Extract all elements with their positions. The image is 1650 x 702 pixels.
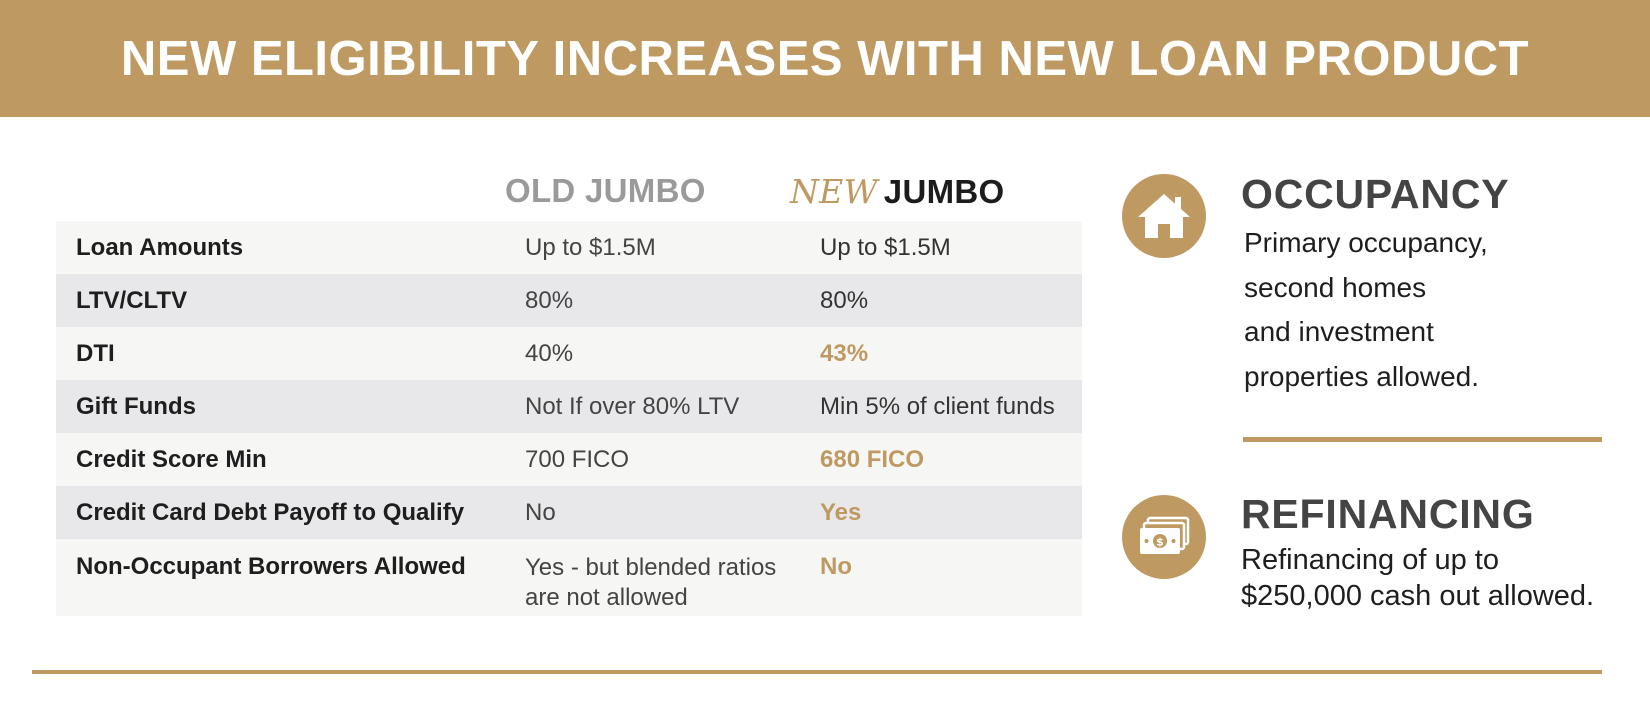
occupancy-line: and investment (1244, 316, 1434, 347)
row-label: Credit Card Debt Payoff to Qualify (76, 498, 465, 526)
old-value: 700 FICO (525, 445, 630, 473)
new-word: NEW (790, 172, 878, 211)
refinancing-line: $250,000 cash out allowed. (1241, 580, 1595, 612)
new-jumbo-column-header: NEW JUMBO (790, 172, 1004, 211)
page-title: NEW ELIGIBILITY INCREASES WITH NEW LOAN … (120, 31, 1530, 86)
new-value-highlight: No (820, 553, 852, 580)
section-divider (1243, 437, 1602, 442)
old-value: Yes - but blended ratios are not allowed (525, 553, 820, 613)
row-label: LTV/CLTV (76, 286, 188, 314)
old-jumbo-column-header: OLD JUMBO (505, 172, 706, 209)
table-row: Gift Funds Not If over 80% LTV Min 5% of… (56, 380, 1082, 433)
comparison-table: Loan Amounts Up to $1.5M Up to $1.5M LTV… (56, 221, 1082, 616)
table-row: Credit Card Debt Payoff to Qualify No Ye… (56, 486, 1082, 539)
house-icon (1122, 174, 1206, 258)
row-label: Non-Occupant Borrowers Allowed (76, 553, 466, 580)
row-label: DTI (76, 339, 115, 367)
new-value-highlight: 43% (820, 339, 869, 367)
old-value: No (525, 498, 556, 526)
old-value: 80% (525, 286, 574, 314)
svg-text:$: $ (1156, 536, 1164, 549)
title-banner: NEW ELIGIBILITY INCREASES WITH NEW LOAN … (0, 0, 1650, 117)
refinancing-line: Refinancing of up to (1241, 544, 1499, 576)
row-label: Credit Score Min (76, 445, 267, 473)
row-label: Gift Funds (76, 392, 196, 420)
table-row: LTV/CLTV 80% 80% (56, 274, 1082, 327)
table-row: Credit Score Min 700 FICO 680 FICO (56, 433, 1082, 486)
old-value: 40% (525, 339, 574, 367)
cash-stack-icon: $ (1122, 495, 1206, 579)
occupancy-description: Primary occupancy, second homes and inve… (1244, 221, 1488, 399)
table-row: Non-Occupant Borrowers Allowed Yes - but… (56, 539, 1082, 616)
table-row: DTI 40% 43% (56, 327, 1082, 380)
row-label: Loan Amounts (76, 233, 244, 261)
new-value-highlight: Yes (820, 498, 862, 526)
occupancy-line: Primary occupancy, (1244, 227, 1488, 258)
table-row: Loan Amounts Up to $1.5M Up to $1.5M (56, 221, 1082, 274)
new-value: Up to $1.5M (820, 233, 951, 261)
refinancing-description: Refinancing of up to $250,000 cash out a… (1241, 542, 1594, 614)
occupancy-line: properties allowed. (1244, 360, 1480, 392)
jumbo-word: JUMBO (883, 173, 1005, 210)
bottom-divider (32, 670, 1602, 674)
old-value: Up to $1.5M (525, 233, 656, 261)
old-value-line: are not allowed (525, 584, 688, 611)
occupancy-title: OCCUPANCY (1241, 171, 1510, 217)
refinancing-title: REFINANCING (1241, 491, 1535, 537)
new-value: 80% (820, 286, 869, 314)
old-value: Not If over 80% LTV (525, 392, 740, 420)
new-value: Min 5% of client funds (820, 392, 1055, 420)
old-value-line: Yes - but blended ratios (525, 554, 777, 581)
occupancy-line: second homes (1244, 271, 1427, 303)
new-value-highlight: 680 FICO (820, 445, 925, 473)
